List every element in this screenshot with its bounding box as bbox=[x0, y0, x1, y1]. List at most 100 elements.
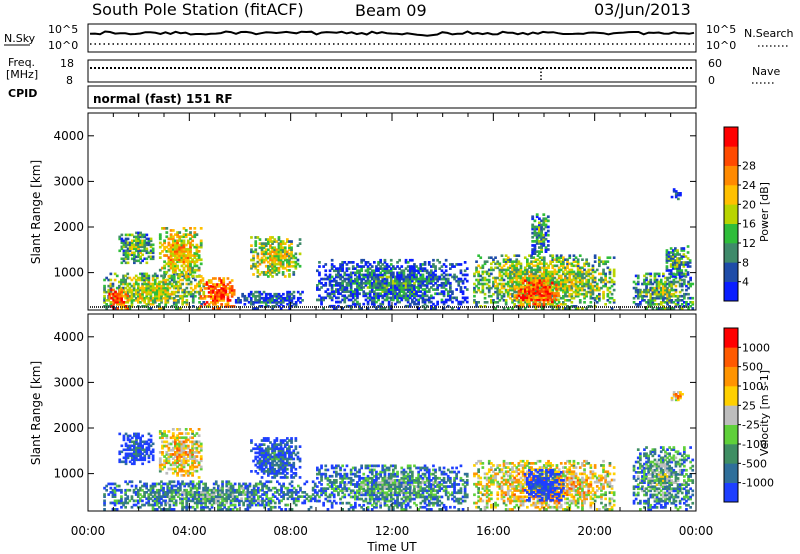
data-cell bbox=[566, 280, 569, 284]
data-cell bbox=[427, 296, 431, 300]
data-cell bbox=[225, 484, 229, 488]
data-cell bbox=[585, 282, 588, 286]
data-cell bbox=[502, 299, 506, 302]
data-cell bbox=[526, 276, 529, 280]
data-cell bbox=[158, 292, 161, 296]
data-cell bbox=[538, 223, 541, 227]
data-cell bbox=[178, 275, 182, 278]
data-cell bbox=[250, 248, 253, 252]
data-cell bbox=[680, 257, 684, 260]
data-cell bbox=[358, 304, 361, 308]
data-cell bbox=[519, 279, 523, 283]
data-cell bbox=[143, 241, 147, 245]
data-cell bbox=[481, 278, 485, 282]
data-cell bbox=[189, 493, 193, 496]
data-cell bbox=[481, 282, 485, 286]
data-cell bbox=[132, 499, 136, 503]
data-cell bbox=[347, 279, 351, 283]
data-cell bbox=[155, 501, 159, 505]
data-cell bbox=[546, 225, 550, 229]
data-cell bbox=[515, 262, 519, 266]
data-cell bbox=[413, 273, 416, 277]
data-cell bbox=[209, 291, 213, 294]
data-cell bbox=[354, 292, 357, 296]
data-cell bbox=[417, 302, 420, 306]
data-cell bbox=[267, 240, 270, 243]
data-cell bbox=[684, 261, 688, 264]
data-cell bbox=[191, 499, 195, 503]
data-cell bbox=[387, 292, 391, 296]
data-cell bbox=[665, 249, 669, 252]
colorbar-tick-label: 24 bbox=[742, 179, 756, 192]
baseline-dot bbox=[676, 306, 677, 308]
data-cell bbox=[513, 287, 517, 291]
data-cell bbox=[143, 280, 146, 284]
data-cell bbox=[145, 274, 149, 278]
data-cell bbox=[566, 299, 569, 302]
nsky-panel: N.Sky 10^5 10^0 10^5 10^0 N.Search bbox=[4, 23, 794, 53]
data-cell bbox=[517, 290, 521, 293]
data-cell bbox=[202, 508, 205, 511]
data-cell bbox=[225, 495, 229, 498]
data-cell bbox=[143, 288, 146, 292]
data-cell bbox=[222, 291, 226, 294]
data-cell bbox=[358, 275, 361, 279]
baseline-dot bbox=[190, 306, 191, 308]
data-cell bbox=[668, 276, 671, 280]
data-cell bbox=[649, 286, 653, 290]
data-cell bbox=[408, 302, 412, 306]
data-cell bbox=[160, 484, 163, 488]
data-cell bbox=[490, 301, 493, 304]
baseline-dot bbox=[660, 306, 661, 308]
data-cell bbox=[589, 288, 593, 292]
data-cell bbox=[139, 497, 142, 501]
data-cell bbox=[544, 287, 548, 291]
data-cell bbox=[379, 284, 382, 287]
data-cell bbox=[589, 301, 593, 304]
data-cell bbox=[158, 501, 161, 505]
data-cell bbox=[608, 296, 612, 300]
data-cell bbox=[257, 501, 260, 505]
data-cell bbox=[587, 278, 591, 282]
data-cell bbox=[166, 493, 170, 496]
baseline-dot bbox=[672, 306, 673, 308]
baseline-dot bbox=[426, 306, 427, 308]
data-cell bbox=[222, 287, 226, 290]
data-cell bbox=[153, 299, 157, 302]
data-cell bbox=[171, 245, 175, 249]
data-cell bbox=[413, 286, 416, 289]
data-cell bbox=[277, 266, 281, 270]
data-cell bbox=[222, 281, 226, 284]
data-cell bbox=[544, 246, 548, 249]
data-cell bbox=[379, 294, 382, 298]
data-cell bbox=[233, 491, 237, 494]
baseline-dot bbox=[454, 306, 455, 308]
data-cell bbox=[199, 243, 203, 247]
data-cell bbox=[674, 288, 678, 292]
data-cell bbox=[256, 254, 260, 258]
data-cell bbox=[585, 307, 588, 310]
data-cell bbox=[680, 263, 684, 266]
data-cell bbox=[511, 268, 514, 272]
data-cell bbox=[444, 298, 448, 302]
baseline-dot bbox=[346, 306, 347, 308]
data-cell bbox=[496, 294, 500, 298]
data-cell bbox=[504, 262, 508, 266]
data-cell bbox=[366, 269, 370, 273]
data-cell bbox=[191, 292, 195, 296]
baseline-dot bbox=[450, 306, 451, 308]
data-cell bbox=[260, 242, 264, 245]
data-cell bbox=[200, 497, 203, 501]
baseline-dot bbox=[634, 306, 635, 308]
data-cell bbox=[659, 290, 663, 294]
data-cell bbox=[572, 274, 576, 278]
baseline-dot bbox=[436, 306, 437, 308]
data-cell bbox=[674, 299, 678, 302]
data-cell bbox=[212, 291, 215, 294]
data-cell bbox=[153, 501, 157, 505]
data-cell bbox=[504, 282, 508, 286]
data-cell bbox=[404, 267, 408, 270]
data-cell bbox=[145, 257, 149, 261]
data-cell bbox=[130, 495, 134, 498]
data-cell bbox=[178, 273, 182, 276]
